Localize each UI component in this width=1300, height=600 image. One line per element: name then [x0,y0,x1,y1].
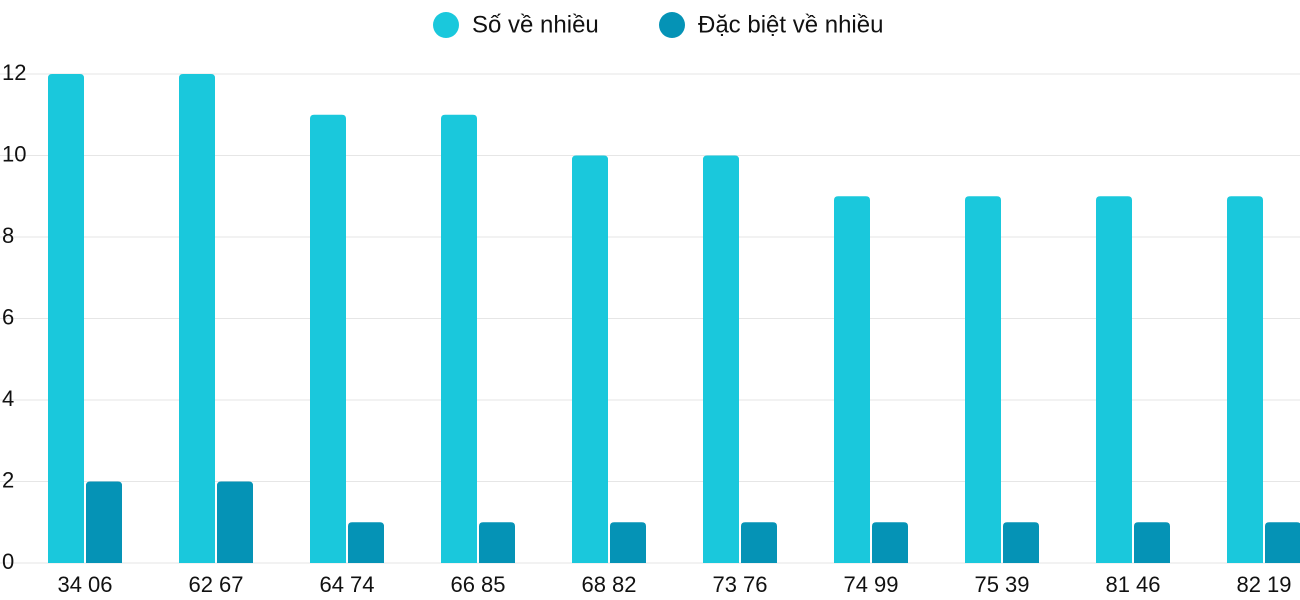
y-tick-label: 8 [2,223,14,248]
bar [1227,196,1263,563]
y-tick-label: 12 [2,60,26,85]
x-tick-label: 62 67 [188,572,243,597]
x-tick-label: 81 46 [1105,572,1160,597]
bar [48,74,84,563]
legend-marker [659,12,685,38]
bar [1134,522,1170,563]
legend-label: Đặc biệt về nhiều [698,11,883,38]
x-tick-label: 74 99 [843,572,898,597]
bar [179,74,215,563]
bar [834,196,870,563]
bar [872,522,908,563]
bar [741,522,777,563]
x-tick-label: 73 76 [712,572,767,597]
y-tick-label: 2 [2,467,14,492]
bar [1003,522,1039,563]
bar [1265,522,1300,563]
y-tick-label: 4 [2,386,14,411]
y-tick-label: 0 [2,549,14,574]
x-tick-label: 66 85 [450,572,505,597]
x-tick-label: 68 82 [581,572,636,597]
bar [703,155,739,563]
bar [348,522,384,563]
bar [572,155,608,563]
bar [479,522,515,563]
bar [310,114,346,563]
x-tick-label: 82 19 [1236,572,1291,597]
bar [441,114,477,563]
y-tick-label: 6 [2,304,14,329]
bar [86,481,122,563]
bar [610,522,646,563]
legend-label: Số về nhiều [472,11,599,38]
bar [217,481,253,563]
bar [1096,196,1132,563]
legend-marker [433,12,459,38]
x-tick-label: 64 74 [319,572,374,597]
x-tick-label: 34 06 [57,572,112,597]
y-tick-label: 10 [2,141,26,166]
x-tick-label: 75 39 [974,572,1029,597]
bar [965,196,1001,563]
